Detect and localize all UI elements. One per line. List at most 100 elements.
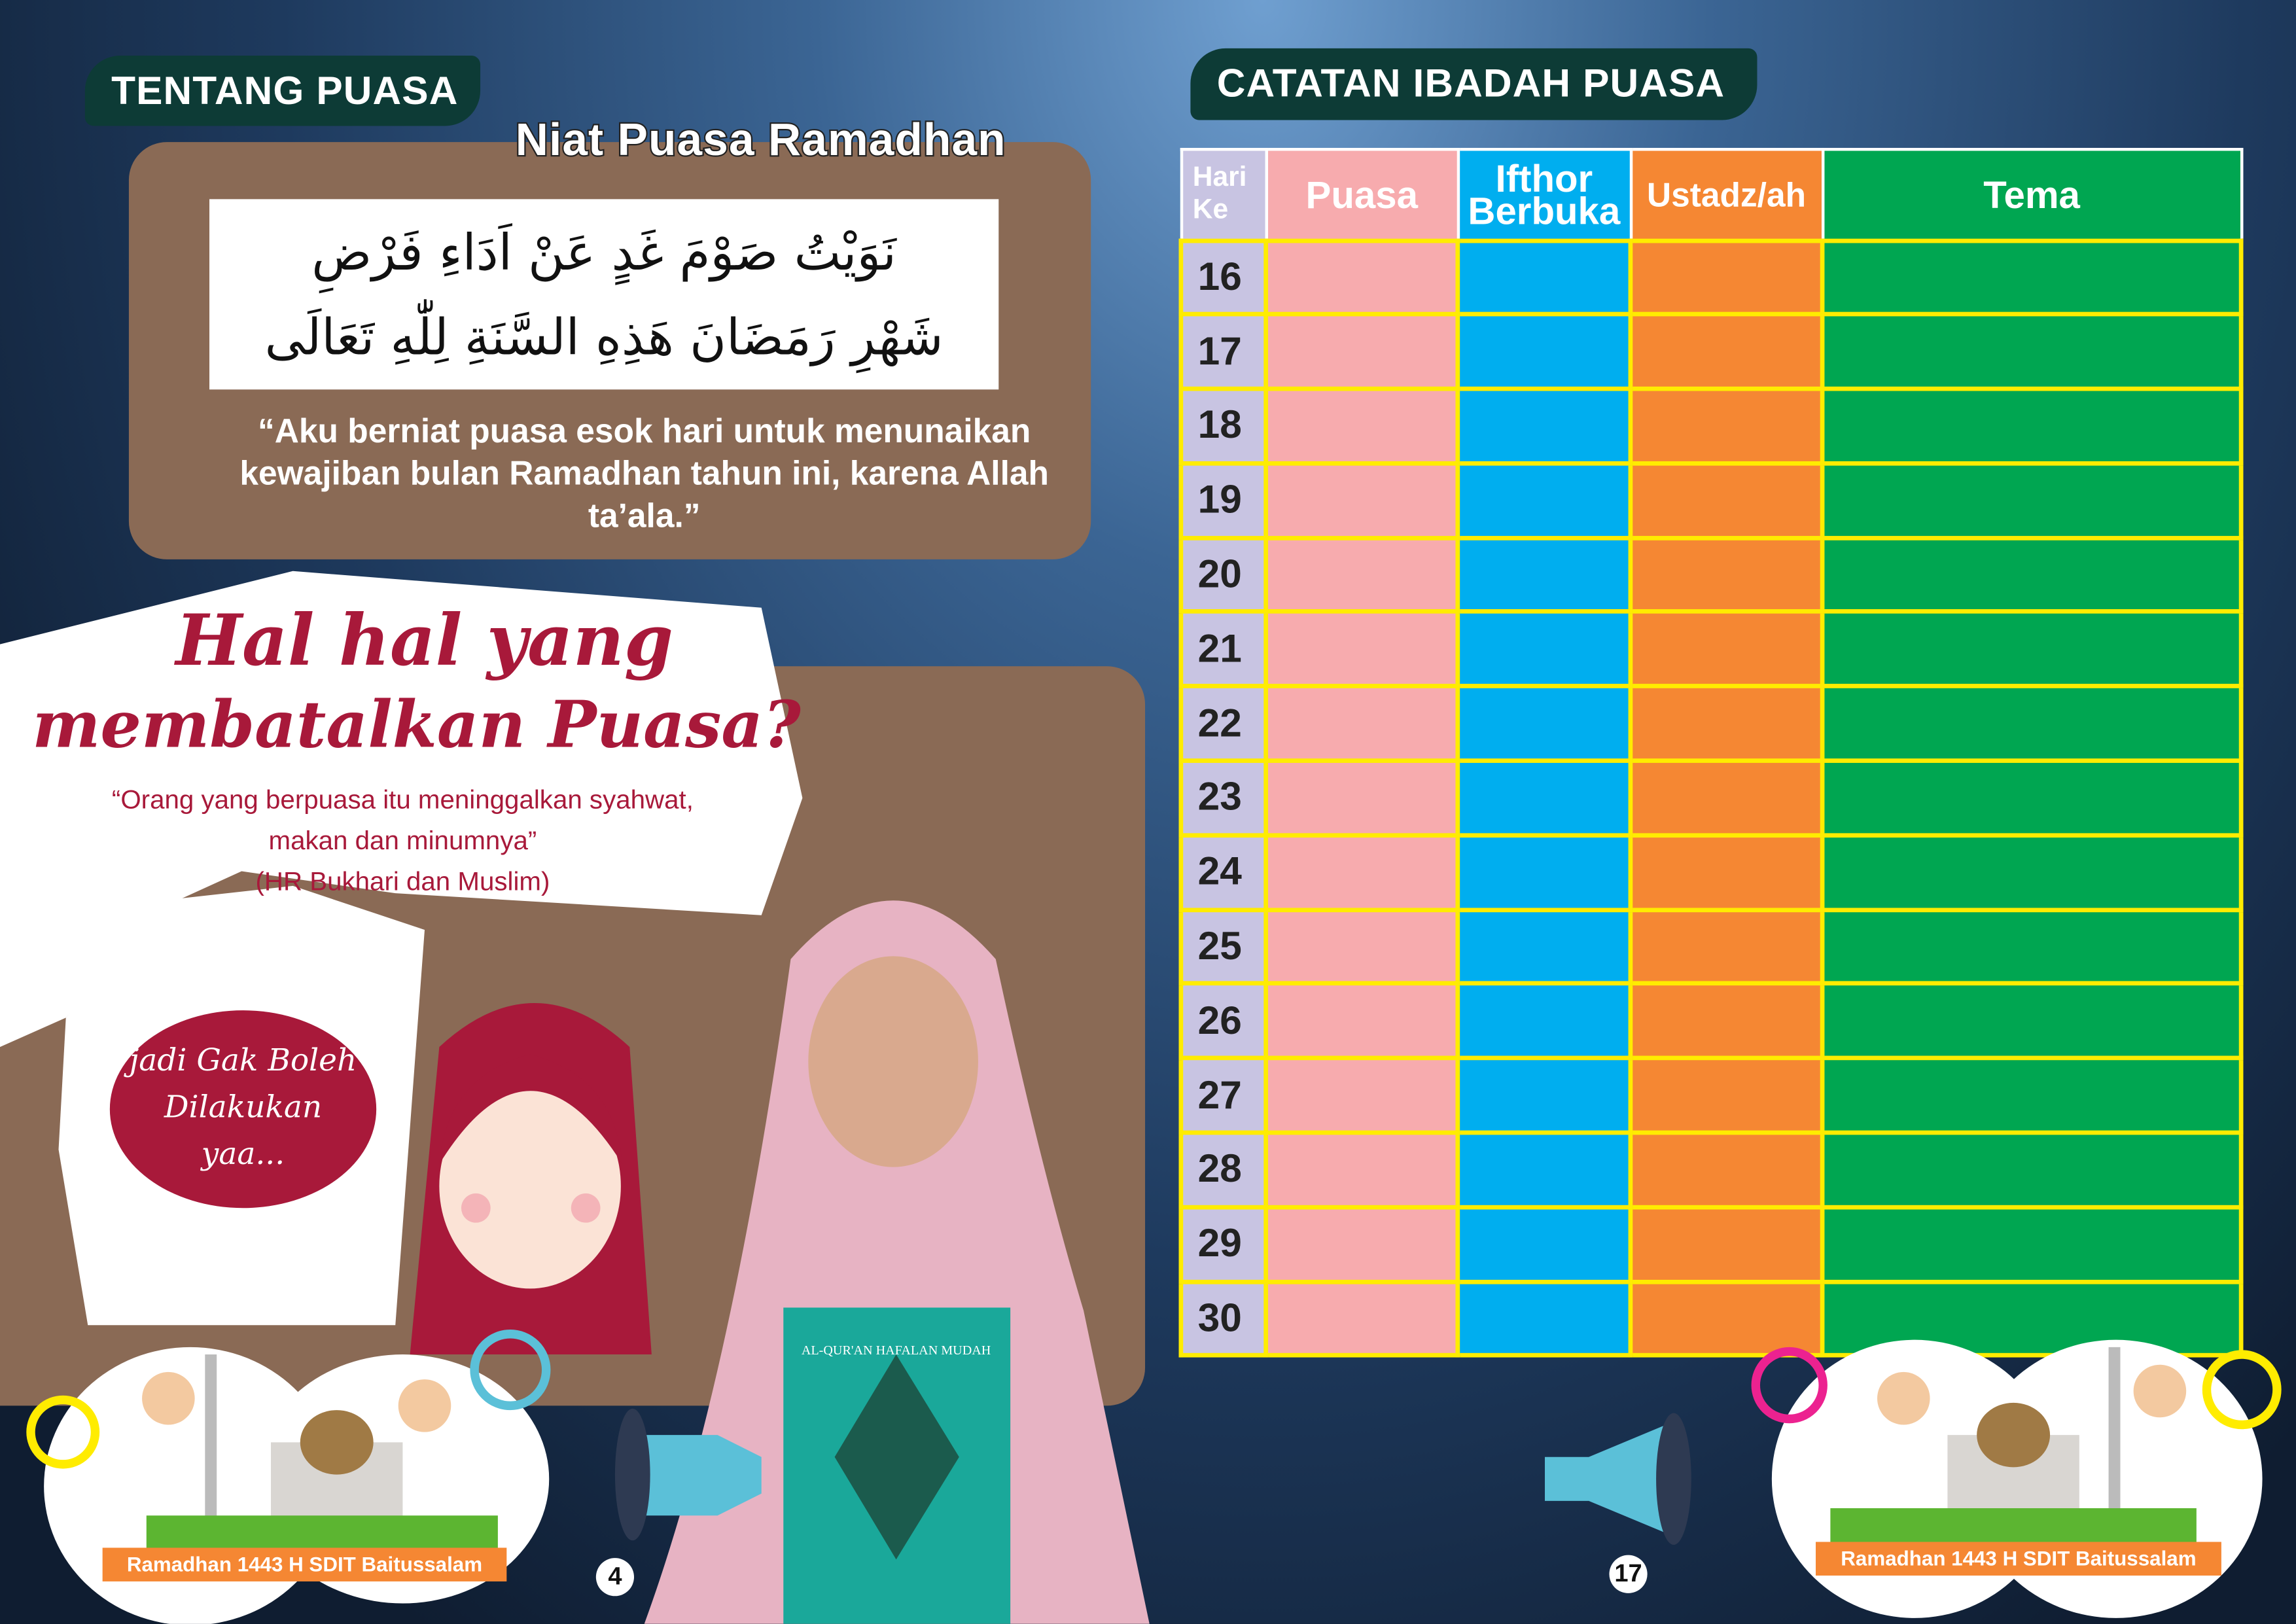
day-number: 16 [1178,238,1269,317]
table-row: 24 [1178,833,2244,912]
cell-puasa[interactable] [1263,1056,1460,1135]
heading-line1: Hal hal yang [175,600,673,682]
bubble-line: yaa... [201,1136,285,1172]
cell-ustadz[interactable] [1628,907,1825,987]
cell-ifthor[interactable] [1455,981,1633,1061]
cell-tema[interactable] [1820,981,2244,1061]
cell-ifthor[interactable] [1455,1205,1633,1284]
cell-tema[interactable] [1820,684,2244,764]
cell-ifthor[interactable] [1455,1056,1633,1135]
hadith-source: (HR Bukhari dan Muslim) [255,866,550,896]
day-number: 23 [1178,758,1269,838]
cell-puasa[interactable] [1263,535,1460,614]
mosque-kids-illustration [1830,1347,2197,1553]
cell-tema[interactable] [1820,1130,2244,1210]
section-tab-tentang-puasa: TENTANG PUASA [84,56,481,126]
cell-puasa[interactable] [1263,981,1460,1061]
worship-record-table: Hari Ke Puasa Ifthor Berbuka Ustadz/ah Tem… [1178,148,2244,1358]
cell-ifthor[interactable] [1455,461,1633,540]
cell-tema[interactable] [1820,312,2244,391]
day-number: 22 [1178,684,1269,764]
cell-ustadz[interactable] [1628,312,1825,391]
table-row: 20 [1178,535,2244,614]
cell-puasa[interactable] [1263,1130,1460,1210]
cell-ifthor[interactable] [1455,907,1633,987]
cell-ifthor[interactable] [1455,684,1633,764]
table-row: 27 [1178,1056,2244,1135]
cell-tema[interactable] [1820,1279,2244,1358]
cell-ifthor[interactable] [1455,535,1633,614]
footer-label: Ramadhan 1443 H SDIT Baitussalam [102,1547,507,1581]
cell-ifthor[interactable] [1455,387,1633,466]
table-row: 21 [1178,610,2244,689]
cell-puasa[interactable] [1263,461,1460,540]
cell-ustadz[interactable] [1628,238,1825,317]
cell-puasa[interactable] [1263,238,1460,317]
cell-puasa[interactable] [1263,1205,1460,1284]
section-tab-catatan: CATATAN IBADAH PUASA [1190,48,1757,120]
cell-tema[interactable] [1820,758,2244,838]
cell-tema[interactable] [1820,907,2244,987]
hadith-line: makan dan minumnya” [268,826,537,855]
cell-ustadz[interactable] [1628,1205,1825,1284]
cell-ifthor[interactable] [1455,758,1633,838]
cell-puasa[interactable] [1263,610,1460,689]
student-photo: AL-QUR'AN HAFALAN MUDAH [644,900,1150,1624]
day-number: 28 [1178,1130,1269,1210]
cell-ustadz[interactable] [1628,758,1825,838]
cell-ustadz[interactable] [1628,981,1825,1061]
header-puasa: Puasa [1264,148,1460,242]
cell-ifthor[interactable] [1455,312,1633,391]
cell-ifthor[interactable] [1455,610,1633,689]
day-number: 21 [1178,610,1269,689]
day-number: 24 [1178,833,1269,912]
ring-decoration [470,1330,551,1411]
cell-ustadz[interactable] [1628,461,1825,540]
cell-puasa[interactable] [1263,833,1460,912]
book-title: AL-QUR'AN HAFALAN MUDAH [802,1343,991,1358]
megaphone-icon [1544,1413,1691,1545]
table-row: 25 [1178,907,2244,987]
cell-tema[interactable] [1820,833,2244,912]
cell-ustadz[interactable] [1628,684,1825,764]
cell-puasa[interactable] [1263,1279,1460,1358]
cell-ustadz[interactable] [1628,833,1825,912]
cell-puasa[interactable] [1263,312,1460,391]
ring-decoration [26,1395,100,1469]
arabic-line: نَوَيْتُ صَوْمَ غَدٍ عَنْ اَدَاءِ فَرْضِ [311,224,896,283]
cell-ifthor[interactable] [1455,238,1633,317]
cell-tema[interactable] [1820,461,2244,540]
cell-tema[interactable] [1820,238,2244,317]
cell-tema[interactable] [1820,610,2244,689]
cell-puasa[interactable] [1263,907,1460,987]
table-row: 22 [1178,684,2244,764]
hadith-quote: “Orang yang berpuasa itu meninggalkan sy… [29,779,776,902]
table-row: 30 [1178,1279,2244,1358]
bubble-line: jadi Gak Boleh [129,1042,357,1078]
table-row: 26 [1178,981,2244,1061]
footer-label: Ramadhan 1443 H SDIT Baitussalam [1815,1542,2221,1576]
cell-ifthor[interactable] [1455,1279,1633,1358]
cell-puasa[interactable] [1263,387,1460,466]
cell-ustadz[interactable] [1628,1279,1825,1358]
day-number: 25 [1178,907,1269,987]
cell-tema[interactable] [1820,1205,2244,1284]
day-number: 29 [1178,1205,1269,1284]
cell-tema[interactable] [1820,1056,2244,1135]
cell-ustadz[interactable] [1628,610,1825,689]
cell-puasa[interactable] [1263,758,1460,838]
cell-ustadz[interactable] [1628,387,1825,466]
cell-tema[interactable] [1820,535,2244,614]
cell-tema[interactable] [1820,387,2244,466]
cell-ifthor[interactable] [1455,833,1633,912]
cell-ustadz[interactable] [1628,1056,1825,1135]
cell-ustadz[interactable] [1628,1130,1825,1210]
table-row: 17 [1178,312,2244,391]
day-number: 27 [1178,1056,1269,1135]
cell-ustadz[interactable] [1628,535,1825,614]
niat-title: Niat Puasa Ramadhan [514,113,1007,167]
cell-ifthor[interactable] [1455,1130,1633,1210]
table-row: 19 [1178,461,2244,540]
cell-puasa[interactable] [1263,684,1460,764]
niat-translation: “Aku berniat puasa esok hari untuk menun… [239,411,1049,535]
